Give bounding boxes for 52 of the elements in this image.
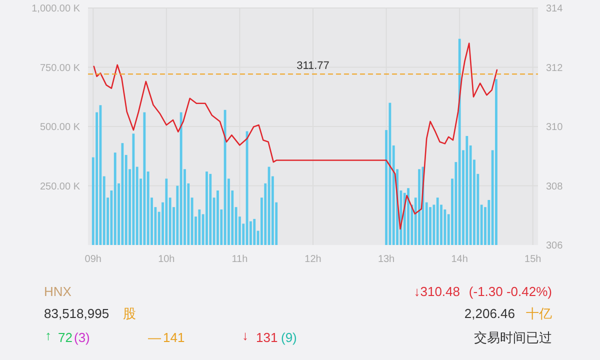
x-tick-label: 12h (304, 254, 322, 265)
text: 141 (163, 330, 185, 345)
y-tick-label: 1,000.00 K (32, 4, 80, 14)
y2-tick-label: 308 (546, 181, 564, 192)
x-tick-label: 14h (451, 254, 468, 265)
y2-tick-label: 310 (546, 122, 564, 133)
bar (209, 174, 212, 245)
y-tick-label: 750.00 K (40, 62, 80, 74)
x-tick-label: 13h (378, 254, 395, 265)
bar (180, 112, 182, 245)
bar (206, 172, 208, 245)
text: 交易时间已过 (474, 330, 552, 345)
text: 2,206.46 (464, 306, 515, 321)
y2-tick-label: 314 (546, 4, 564, 14)
ref-line-label: 311.77 (296, 60, 330, 72)
line-series (93, 42, 498, 230)
text: (-1.30 -0.42%) (468, 284, 552, 299)
text: 131 (256, 330, 278, 345)
bar (121, 143, 124, 245)
bar (114, 152, 116, 245)
x-tick-label: 09h (84, 254, 102, 265)
bar (418, 169, 420, 245)
text: ↓310.48 (414, 284, 460, 299)
text: 83,518,995 (44, 306, 110, 321)
x-tick-label: 15h (524, 254, 542, 265)
bar (216, 190, 219, 245)
text: (3) (74, 330, 90, 345)
text: ↑ (45, 328, 52, 343)
y2-tick-label: 306 (546, 240, 564, 252)
bar (407, 188, 410, 245)
text: (9) (281, 330, 297, 345)
bar (198, 209, 201, 245)
bar (436, 198, 439, 245)
bar (224, 110, 226, 245)
bar (165, 178, 168, 245)
text: ↓ (242, 328, 248, 343)
text: HNX (44, 284, 72, 299)
text: — (148, 330, 161, 345)
text: 十亿 (526, 306, 552, 321)
text: 股 (123, 306, 136, 321)
bar (466, 136, 468, 245)
y-tick-label: 500.00 K (40, 122, 80, 133)
bar (143, 112, 146, 245)
bar (458, 38, 461, 245)
y-tick-label: 250.00 K (40, 181, 80, 192)
bar (132, 134, 135, 245)
x-tick-label: 10h (158, 254, 175, 265)
y2-tick-label: 312 (546, 62, 564, 74)
x-tick-label: 11h (232, 254, 248, 265)
bar (495, 79, 498, 245)
bar (253, 218, 256, 245)
text: 72 (58, 330, 72, 345)
